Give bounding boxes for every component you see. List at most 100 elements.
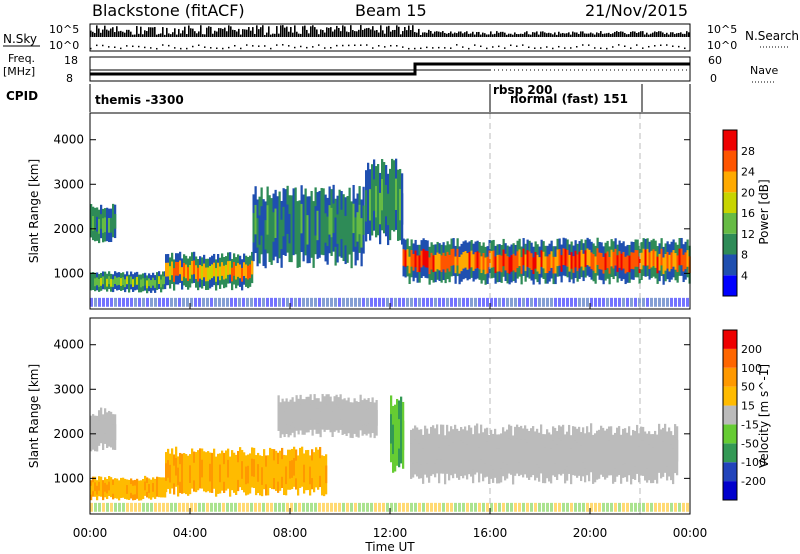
scatter-core-5 (478, 252, 481, 270)
nsky-bar (274, 33, 276, 37)
scatter-core-3 (356, 212, 359, 242)
nsky-bar (686, 31, 688, 37)
noise-mark (386, 502, 389, 512)
nsky-bar (130, 31, 132, 37)
nsky-bar (366, 28, 368, 37)
nsearch-dot (588, 44, 590, 46)
scatter-core-5 (432, 255, 435, 273)
scatter-core-2 (207, 462, 210, 480)
nsearch-dot (570, 47, 572, 49)
scatter-core-3 (294, 206, 297, 236)
nsky-bar (252, 27, 254, 37)
noise-mark (118, 502, 121, 512)
scatter-core-5 (460, 440, 463, 463)
noise-mark (286, 502, 289, 512)
noise-mark (206, 297, 209, 307)
scatter-core-5 (406, 249, 409, 266)
scatter-core-1 (144, 277, 147, 286)
y-tick-label: 2000 (53, 222, 84, 236)
scatter-core-2 (197, 461, 200, 480)
noise-mark (330, 297, 333, 307)
nsky-bar (324, 32, 326, 37)
scatter-core-4 (371, 184, 374, 216)
scatter-core-2 (189, 265, 192, 279)
nsky-bar (204, 34, 206, 37)
scatter-core-5 (638, 446, 641, 469)
noise-mark (282, 297, 285, 307)
scatter-core-5 (640, 252, 643, 270)
noise-mark (554, 297, 557, 307)
noise-mark (506, 502, 509, 512)
colorbar-segment (723, 386, 737, 406)
nsky-bar (592, 33, 594, 37)
scatter-core-1 (114, 483, 117, 493)
nsky-bar (604, 33, 606, 37)
scatter-core-5 (496, 254, 499, 272)
scatter-core-2 (313, 463, 316, 482)
scatter-core-5 (572, 256, 575, 273)
nsky-bar (374, 30, 376, 37)
nsky-bar (250, 30, 252, 37)
scatter-core-5 (634, 250, 637, 267)
noise-mark (122, 502, 125, 512)
noise-mark (674, 502, 677, 512)
noise-mark (582, 297, 585, 307)
noise-mark (306, 502, 309, 512)
scatter-core-0 (100, 214, 103, 229)
scatter-core-3 (324, 213, 327, 243)
scatter-core-5 (416, 441, 419, 463)
scatter-core-3 (296, 219, 299, 250)
scatter-core-1 (100, 277, 103, 286)
scatter-core-5 (606, 442, 609, 465)
scatter-core-5 (446, 251, 449, 269)
nsearch-dot (558, 45, 560, 48)
scatter-core-5 (646, 447, 649, 469)
scatter-core-5 (600, 252, 603, 270)
scatter-core-1 (138, 486, 141, 495)
scatter-core-5 (478, 447, 481, 469)
noise-mark (326, 502, 329, 512)
y-tick-label: 1000 (53, 471, 84, 485)
noise-mark (170, 297, 173, 307)
scatter-core-5 (506, 256, 509, 273)
noise-mark (470, 297, 473, 307)
nsearch-dot (384, 46, 386, 48)
nsky-bar (670, 32, 672, 37)
noise-mark (458, 297, 461, 307)
scatter-core-2 (261, 467, 264, 485)
nsky-bar (418, 28, 420, 37)
noise-mark (218, 297, 221, 307)
scatter-core-5 (532, 439, 535, 462)
nsky-bar (630, 31, 632, 37)
noise-mark (434, 297, 437, 307)
noise-mark (406, 297, 409, 307)
scatter-core-5 (608, 257, 611, 274)
noise-mark (602, 502, 605, 512)
scatter-core-5 (670, 252, 673, 270)
noise-mark (418, 297, 421, 307)
scatter-core-2 (203, 263, 206, 278)
nsky-bar (452, 33, 454, 37)
noise-mark (202, 502, 205, 512)
nsearch-dot (516, 45, 518, 47)
nsky-bar (234, 30, 236, 37)
scatter-core-5 (460, 254, 463, 272)
scatter-core-1 (130, 484, 133, 493)
scatter-core-2 (181, 464, 184, 483)
scatter-core-2 (317, 460, 320, 479)
scatter-core-5 (436, 252, 439, 270)
scatter-core-5 (666, 251, 669, 269)
scatter-core-3 (322, 207, 325, 237)
scatter-core-0 (114, 424, 117, 440)
nsky-bar (664, 34, 666, 37)
scatter-core-1 (128, 485, 131, 495)
nsky-bar (184, 26, 186, 37)
colorbar-tick-label: 15 (741, 400, 755, 413)
scatter-core-1 (160, 279, 163, 288)
scatter-core-5 (586, 439, 589, 462)
noise-mark (410, 297, 413, 307)
scatter-core-3 (285, 408, 288, 425)
scatter-core-5 (526, 250, 529, 267)
scatter-core-1 (150, 485, 153, 495)
nsky-bar (342, 25, 344, 37)
